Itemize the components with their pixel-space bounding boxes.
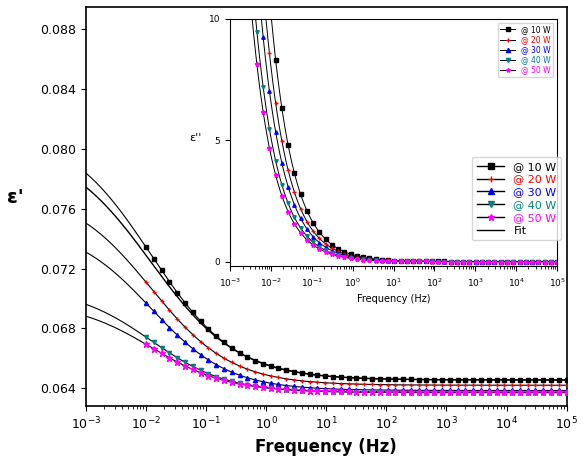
Y-axis label: ε': ε' xyxy=(7,188,24,206)
X-axis label: Frequency (Hz): Frequency (Hz) xyxy=(256,438,397,456)
Legend: @ 10 W, @ 20 W, @ 30 W, @ 40 W, @ 50 W, Fit: @ 10 W, @ 20 W, @ 30 W, @ 40 W, @ 50 W, … xyxy=(472,157,561,240)
